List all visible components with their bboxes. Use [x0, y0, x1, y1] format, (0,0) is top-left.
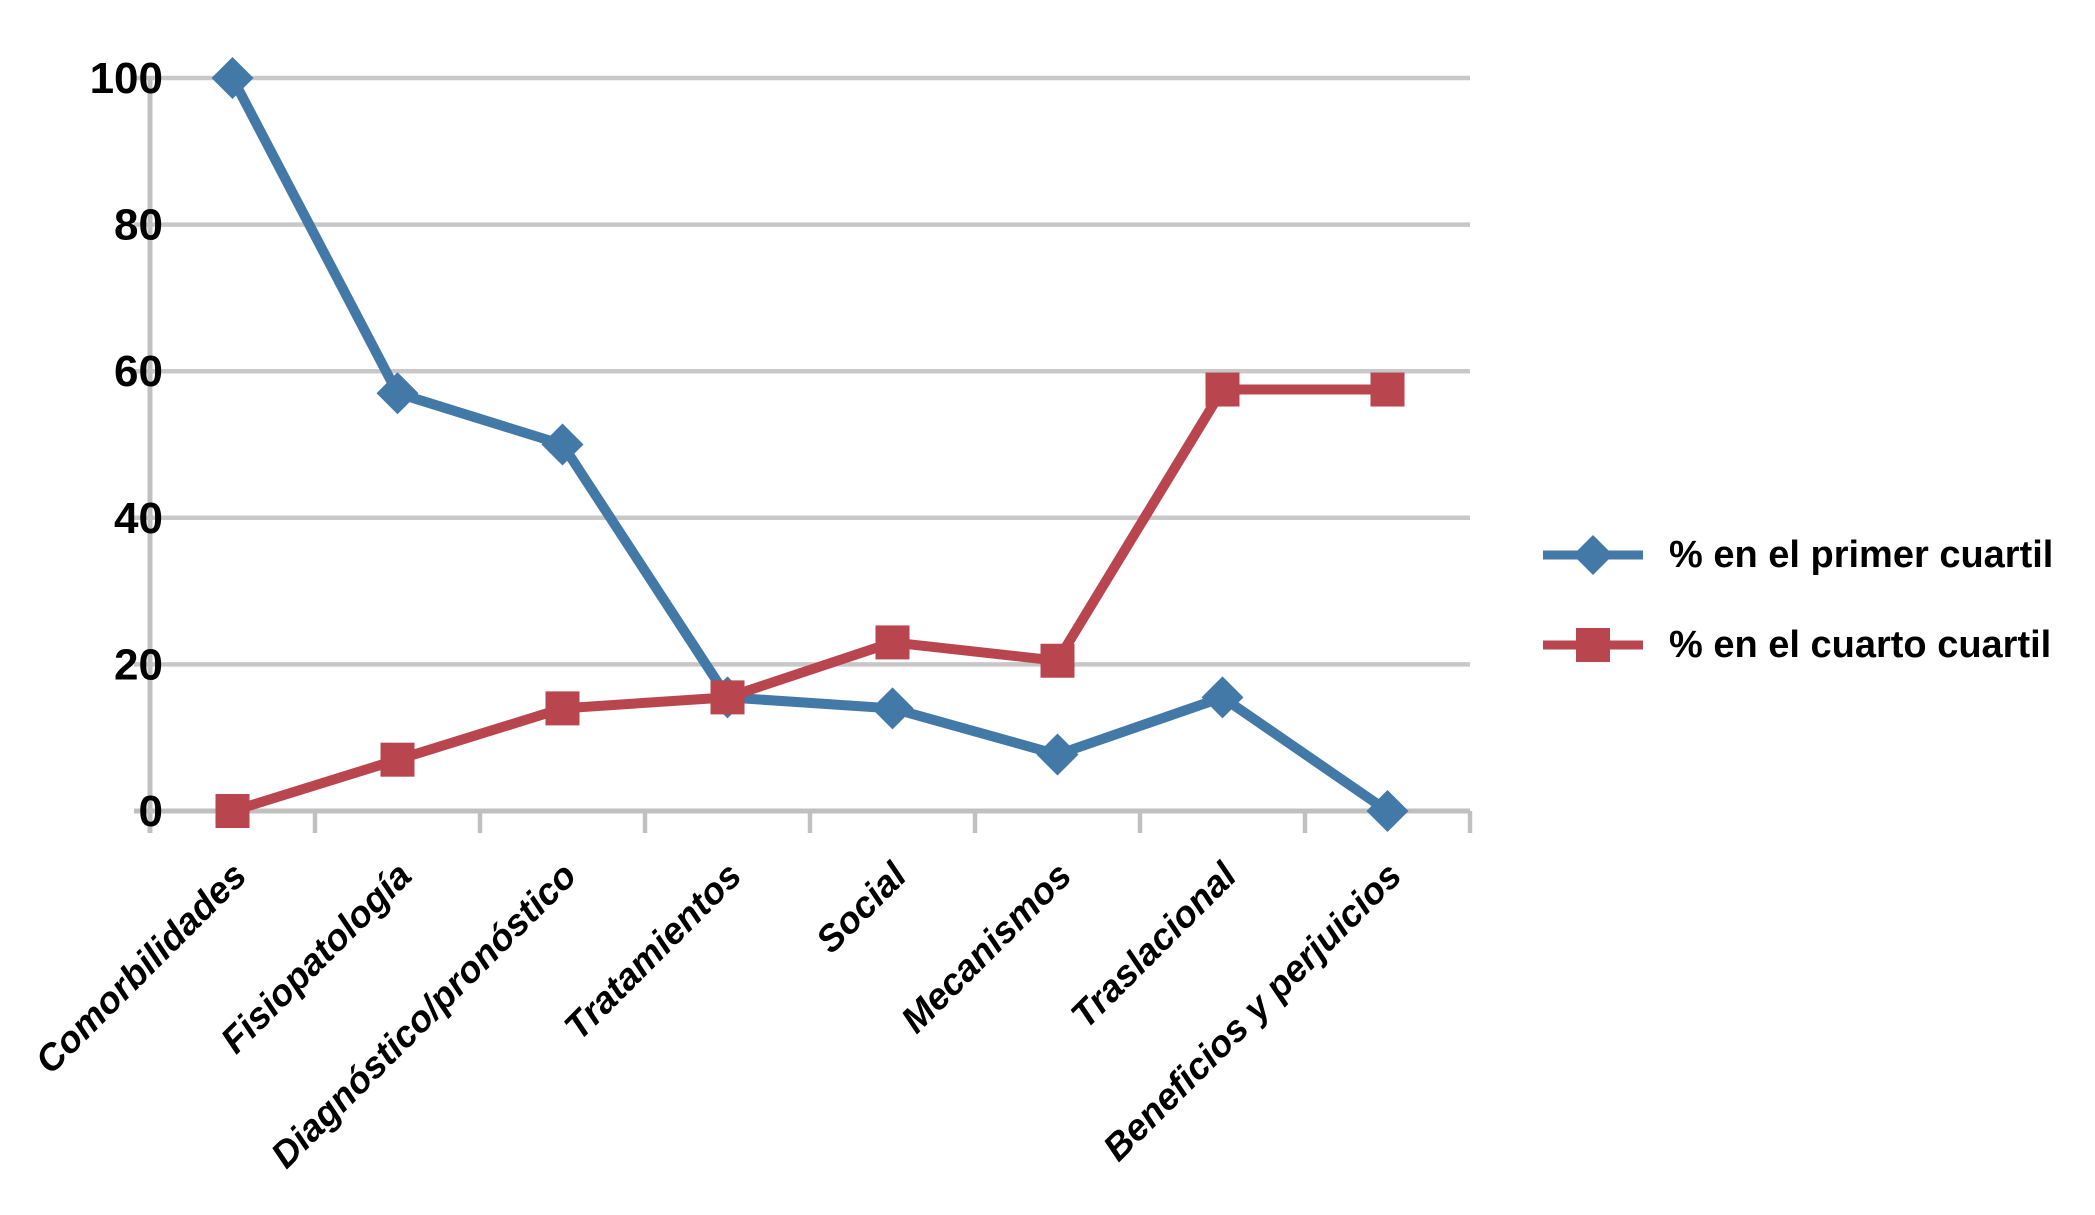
y-tick-label: 80: [114, 201, 163, 250]
data-point-diamond: [541, 423, 584, 466]
x-axis-label: Beneficios y perjuicios: [1095, 855, 1409, 1169]
series-line-0: [227, 73, 1393, 816]
x-axis-label: Social: [808, 854, 915, 961]
legend-label-cuarto-cuartil: % en el cuarto cuartil: [1669, 623, 2052, 666]
legend-square-marker-icon: [1543, 628, 1643, 662]
data-point-square: [1040, 643, 1075, 678]
data-point-square: [875, 625, 910, 660]
x-axis-label: Mecanismos: [893, 855, 1079, 1041]
legend: % en el primer cuartil % en el cuarto cu…: [1543, 532, 2053, 668]
legend-item-cuarto-cuartil: % en el cuarto cuartil: [1543, 622, 2053, 668]
data-point-diamond: [376, 372, 419, 415]
x-axis-label: Traslacional: [1063, 854, 1245, 1036]
legend-label-primer-cuartil: % en el primer cuartil: [1669, 533, 2054, 576]
y-tick-label: 20: [114, 640, 163, 689]
data-point-diamond: [1201, 676, 1244, 719]
data-point-diamond: [1366, 790, 1409, 832]
y-tick-label: 40: [114, 494, 163, 543]
data-point-diamond: [211, 57, 254, 99]
data-point-square: [380, 742, 415, 777]
data-point-diamond: [1036, 733, 1079, 776]
data-point-square: [1205, 372, 1240, 407]
y-tick-label: 100: [90, 54, 163, 103]
series-line-1: [227, 384, 1393, 816]
x-axis-label: Comorbilidades: [27, 855, 254, 1082]
data-point-square: [1370, 372, 1405, 407]
data-point-square: [215, 794, 250, 828]
x-axis-label: Diagnóstico/pronóstico: [263, 855, 584, 1176]
data-point-diamond: [871, 687, 914, 730]
legend-item-primer-cuartil: % en el primer cuartil: [1543, 532, 2053, 578]
y-tick-label: 60: [114, 347, 163, 396]
y-tick-label: 0: [139, 787, 163, 836]
data-point-square: [710, 680, 745, 715]
x-axis-label: Tratamientos: [556, 855, 749, 1048]
data-point-square: [545, 691, 580, 726]
legend-diamond-marker-icon: [1543, 535, 1643, 575]
